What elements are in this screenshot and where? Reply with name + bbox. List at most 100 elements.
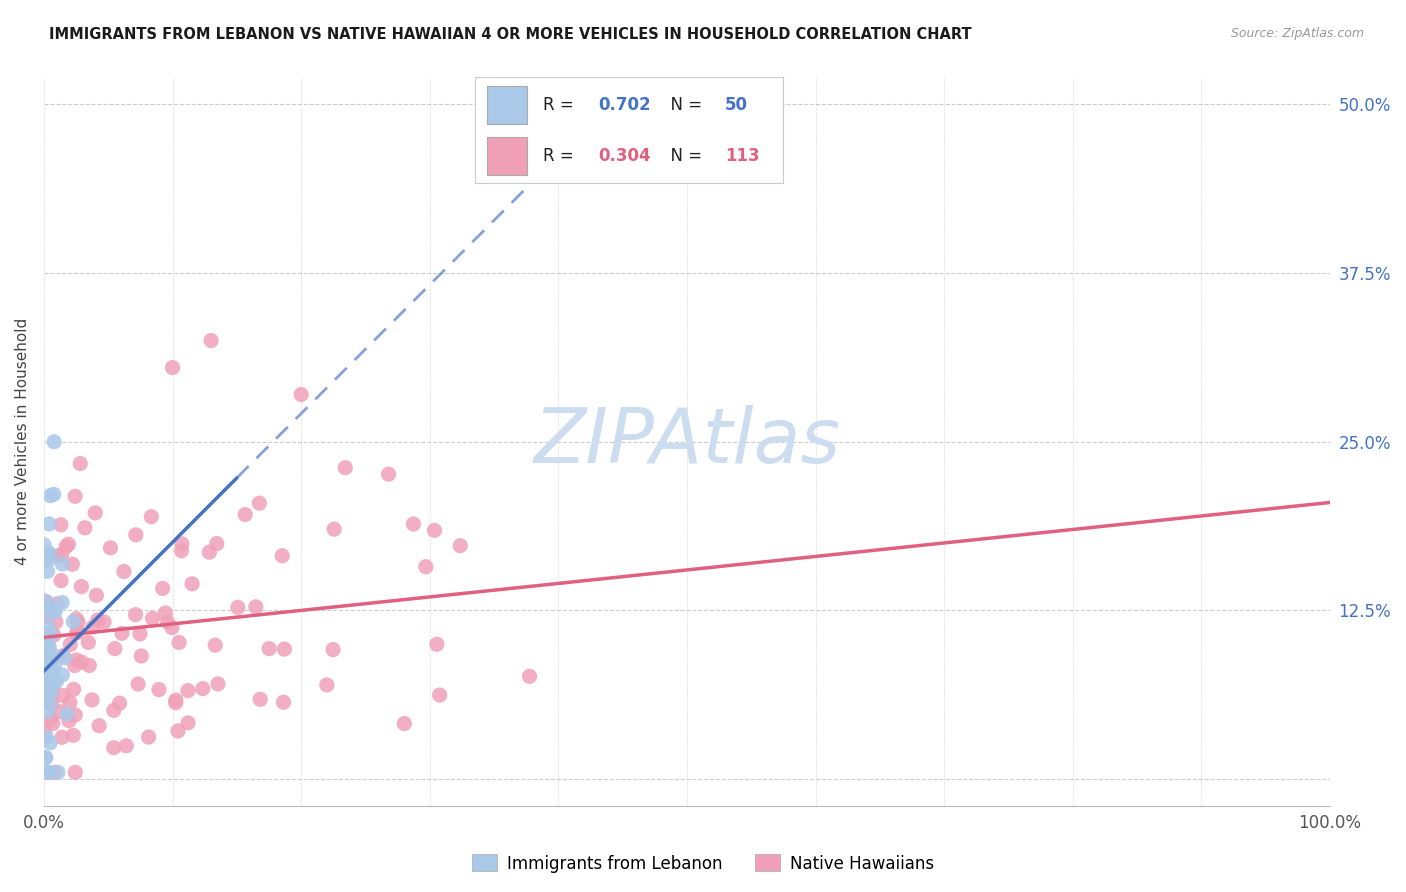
Point: [155, 606, 177, 620]
Point: [100, 541, 122, 555]
Point: [38, 546, 60, 560]
Point: [65, 765, 87, 780]
Point: [42, 682, 65, 697]
Point: [79, 658, 101, 673]
Point: [66, 625, 89, 640]
Point: [34, 750, 56, 764]
Point: [35, 750, 58, 764]
Point: [162, 360, 184, 375]
Text: IMMIGRANTS FROM LEBANON VS NATIVE HAWAIIAN 4 OR MORE VEHICLES IN HOUSEHOLD CORRE: IMMIGRANTS FROM LEBANON VS NATIVE HAWAII…: [49, 27, 972, 42]
Point: [46, 765, 69, 780]
Point: [51, 596, 73, 610]
Point: [41, 665, 63, 680]
Point: [66, 624, 89, 639]
Point: [38, 516, 60, 531]
Point: [127, 677, 149, 691]
Point: [204, 638, 226, 652]
Point: [45, 615, 67, 629]
Text: Source: ZipAtlas.com: Source: ZipAtlas.com: [1230, 27, 1364, 40]
Point: [39, 685, 62, 699]
Point: [34, 664, 56, 678]
Point: [38, 547, 60, 561]
Point: [44, 659, 66, 673]
Point: [423, 524, 446, 538]
Point: [37, 765, 59, 780]
Point: [39, 489, 62, 503]
Point: [38, 605, 60, 619]
Point: [49, 517, 72, 532]
Point: [65, 653, 87, 667]
Point: [42, 628, 65, 642]
Point: [177, 683, 200, 698]
Point: [245, 599, 267, 614]
Point: [44, 604, 66, 618]
Point: [207, 677, 229, 691]
Point: [58, 537, 80, 551]
Legend: Immigrants from Lebanon, Native Hawaiians: Immigrants from Lebanon, Native Hawaiian…: [465, 847, 941, 880]
Point: [60, 558, 83, 572]
Point: [426, 637, 449, 651]
Point: [415, 559, 437, 574]
Point: [148, 682, 170, 697]
Point: [35, 654, 58, 668]
Point: [191, 681, 214, 696]
Point: [35, 690, 58, 704]
Point: [323, 522, 346, 536]
Point: [73, 521, 96, 535]
Point: [271, 549, 294, 563]
Point: [51, 557, 73, 571]
Point: [34, 626, 56, 640]
Point: [34, 646, 56, 660]
Point: [167, 635, 190, 649]
Point: [53, 650, 76, 665]
Point: [273, 695, 295, 709]
Point: [125, 528, 148, 542]
Point: [51, 731, 73, 745]
Point: [315, 678, 337, 692]
Point: [42, 605, 65, 619]
Point: [38, 697, 60, 711]
Point: [51, 668, 73, 682]
Point: [37, 705, 59, 719]
Point: [51, 547, 73, 561]
Point: [37, 636, 59, 650]
Point: [35, 595, 58, 609]
Point: [62, 615, 84, 629]
Point: [58, 714, 80, 728]
Point: [198, 545, 221, 559]
Point: [86, 588, 108, 602]
Point: [160, 620, 183, 634]
Point: [402, 517, 425, 532]
Point: [170, 537, 193, 551]
Point: [38, 674, 60, 689]
Point: [63, 658, 86, 673]
Point: [62, 682, 84, 697]
Point: [394, 716, 416, 731]
Point: [80, 693, 103, 707]
Point: [41, 652, 63, 666]
Point: [38, 640, 60, 654]
Point: [41, 697, 63, 711]
Point: [82, 620, 104, 634]
Point: [34, 594, 56, 608]
Point: [62, 728, 84, 742]
Point: [87, 613, 110, 627]
Point: [77, 635, 100, 649]
Point: [129, 648, 152, 663]
Point: [59, 638, 82, 652]
Text: ZIPAtlas: ZIPAtlas: [533, 405, 841, 479]
Point: [34, 691, 56, 706]
Y-axis label: 4 or more Vehicles in Household: 4 or more Vehicles in Household: [15, 318, 30, 566]
Point: [449, 539, 471, 553]
Point: [103, 703, 125, 717]
Point: [165, 693, 187, 707]
Point: [37, 619, 59, 633]
Point: [519, 669, 541, 683]
Point: [124, 607, 146, 622]
Point: [37, 610, 59, 624]
Point: [108, 696, 131, 710]
Point: [233, 508, 256, 522]
Point: [377, 467, 399, 482]
Point: [70, 655, 93, 669]
Point: [37, 564, 59, 578]
